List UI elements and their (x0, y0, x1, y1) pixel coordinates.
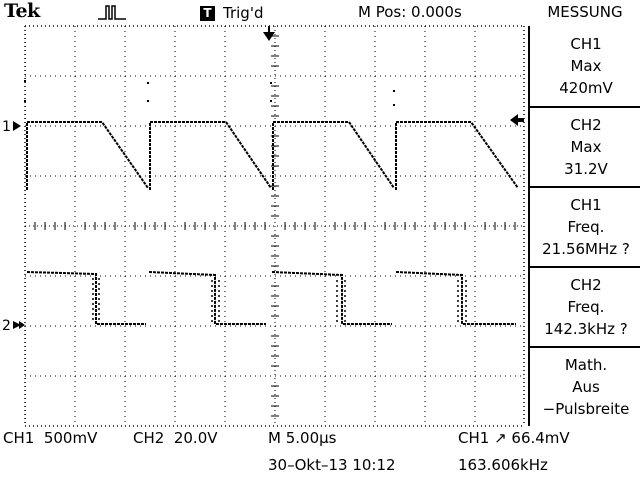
ch1-trace (26, 121, 519, 190)
bottom-status-bar: CH1 500mV CH2 20.0V M 5.00μs CH1 ↗ 66.4m… (0, 426, 640, 480)
pulse-trigger-icon (98, 5, 126, 20)
trigger-frequency-readout: 163.606kHz (458, 456, 548, 474)
trigger-level-readout: CH1 ↗ 66.4mV (458, 429, 570, 447)
measure-slot-2-source: CH2 (570, 116, 602, 134)
measure-slot-1[interactable]: CH1 Max 420mV (530, 26, 640, 108)
brand-logo: Tek (4, 0, 40, 22)
ch2-jitter-edges (92, 278, 467, 322)
trigger-level-marker-icon (510, 114, 524, 126)
measure-slot-4[interactable]: CH2 Freq. 142.3kHz ? (530, 268, 640, 348)
ch2-trace (26, 271, 516, 325)
ch2-scale-readout: CH2 20.0V (133, 429, 218, 447)
measure-menu: CH1 Max 420mV CH2 Max 31.2V CH1 Freq. 21… (528, 26, 640, 426)
measure-slot-3-type: Freq. (567, 218, 605, 236)
measure-slot-2-type: Max (570, 138, 602, 156)
timebase-readout: M 5.00μs (268, 429, 337, 447)
date-time-readout: 30–Okt–13 10:12 (268, 456, 396, 474)
horizontal-position-readout: M Pos: 0.000s (358, 3, 462, 21)
trigger-position-marker-icon (263, 26, 275, 41)
ch2-ground-marker: 2 (2, 318, 11, 334)
measure-slot-2-value: 31.2V (564, 160, 608, 178)
math-slot-label: Math. (564, 356, 608, 374)
measure-slot-1-value: 420mV (559, 79, 613, 97)
ch2-marker-arrow-icon (13, 321, 25, 329)
trigger-status: T Trig'd (200, 4, 263, 22)
measure-slot-1-source: CH1 (570, 35, 602, 53)
ch1-marker-arrow-icon (13, 121, 21, 131)
measure-slot-4-type: Freq. (567, 298, 605, 316)
trigger-status-label: Trig'd (223, 4, 264, 22)
ch1-scale-readout: CH1 500mV (3, 429, 98, 447)
measure-slot-2[interactable]: CH2 Max 31.2V (530, 108, 640, 188)
trigger-badge-icon: T (200, 5, 215, 21)
ch1-ground-marker: 1 (2, 119, 11, 135)
math-slot[interactable]: Math. Aus −Pulsbreite (530, 348, 640, 426)
measure-slot-4-value: 142.3kHz ? (544, 320, 628, 338)
math-slot-state: Aus (572, 378, 600, 396)
math-slot-function: −Pulsbreite (542, 400, 630, 418)
measure-slot-1-type: Max (570, 57, 602, 75)
ch1-edge-dots (24, 80, 395, 106)
measure-menu-title: MESSUNG (547, 3, 623, 21)
graticule (24, 25, 525, 427)
measure-slot-3[interactable]: CH1 Freq. 21.56MHz ? (530, 188, 640, 268)
top-status-bar: Tek T Trig'd M Pos: 0.000s MESSUNG (0, 0, 640, 26)
measure-slot-3-source: CH1 (570, 196, 602, 214)
measure-slot-3-value: 21.56MHz ? (542, 240, 630, 258)
measure-slot-4-source: CH2 (570, 276, 602, 294)
